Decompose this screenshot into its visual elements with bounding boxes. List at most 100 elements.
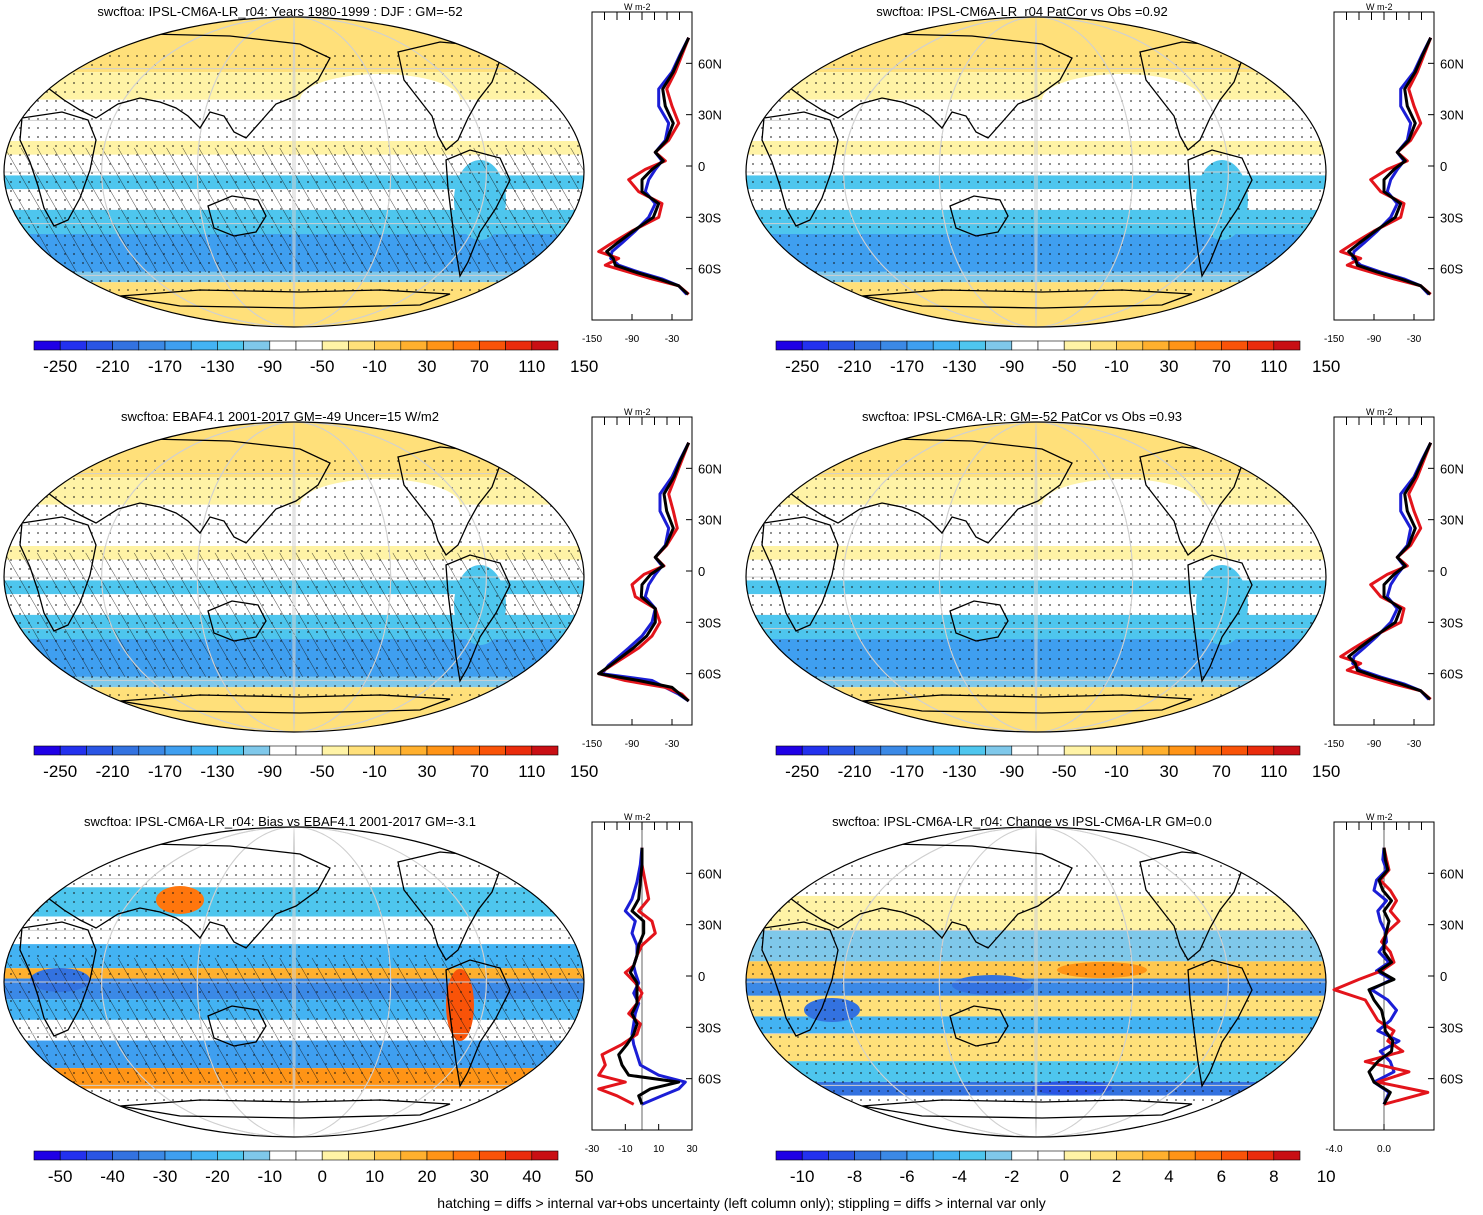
panel-model-patcor-r04: swcftoa: IPSL-CM6A-LR_r04 PatCor vs Obs … [742,0,1483,405]
zonal-x-label: -150 [1324,739,1344,750]
zonal-lat-label: 60N [1440,461,1464,476]
colorbar-tick-label: -90 [257,357,283,376]
colorbar-box [906,1150,934,1161]
colorbar-box [348,1150,375,1161]
coastline [861,1099,1193,1119]
colorbar-tick-label: 30 [417,357,437,376]
coastline [949,1005,1009,1047]
colorbar-tick-label: 70 [469,762,489,781]
panel-model-mean-r04: swcftoa: IPSL-CM6A-LR_r04: Years 1980-19… [0,0,741,405]
colorbar-box [985,340,1013,351]
colorbar-tick-label: -50 [309,357,335,376]
colorbar-box [295,745,323,756]
colorbar-box [164,340,192,351]
colorbar-tick-label: -130 [942,762,977,781]
colorbar-tick-label: -210 [95,357,130,376]
map-outline [3,421,585,733]
zonal-unit-label: W m-2 [624,2,651,12]
graticule-meridian [292,422,296,732]
colorbar-tick-label: 8 [1269,1167,1279,1186]
colorbar-box [906,340,934,351]
coastline [1187,554,1253,683]
zonal-lat-label: 60N [1440,866,1464,881]
colorbar-box [426,1150,454,1161]
colorbar-box [1142,1150,1170,1161]
colorbar-box [1090,745,1117,756]
zonal-x-label: -90 [1367,334,1382,345]
colorbar-box [854,340,882,351]
zonal-lat-label: 0 [1440,159,1447,174]
zonal-line-mean [1347,37,1433,296]
global-map [745,421,1327,756]
zonal-x-label: -30 [585,1144,600,1155]
panel-bias: swcftoa: IPSL-CM6A-LR_r04: Bias vs EBAF4… [0,810,741,1215]
colorbar-box [854,745,882,756]
coastline [761,921,839,1037]
map-field [746,17,1326,327]
colorbar-box [505,745,533,756]
hatching [4,147,584,272]
global-map [3,826,585,1161]
colorbar-box [400,340,428,351]
colorbar-tick-label: -20 [205,1167,230,1186]
coastline [761,516,839,632]
zonal-line-mean [1367,847,1396,1106]
graticule-meridian [1034,17,1038,327]
colorbar-tick-label: -170 [889,357,925,376]
map-field [746,827,1326,1137]
zonal-lat-label: 30S [1440,615,1463,630]
colorbar-tick-label: -250 [43,357,78,376]
coastline [785,843,1073,949]
map-outline [745,16,1327,328]
zonal-lat-label: 30N [1440,918,1464,933]
colorbar-box [1168,1150,1196,1161]
zonal-lat-label: 30S [1440,210,1463,225]
colorbar-tick-label: -250 [785,357,820,376]
zonal-lat-label: 30S [698,615,721,630]
colorbar-tick-label: 30 [417,762,437,781]
panel-title: swcftoa: IPSL-CM6A-LR_r04 PatCor vs Obs … [876,4,1168,19]
colorbar-box [190,1150,218,1161]
colorbar-tick-label: 6 [1216,1167,1227,1186]
global-map [745,16,1327,351]
colorbar-box [1273,1150,1301,1161]
colorbar-box [828,1150,855,1161]
graticule-meridian [1034,827,1038,1137]
colorbar-tick-label: 110 [518,357,546,376]
zonal-line-obs [1332,847,1430,1106]
colorbar-box [1142,340,1170,351]
panel-title: swcftoa: EBAF4.1 2001-2017 GM=-49 Uncer=… [121,409,439,424]
zonal-lat-label: 60S [1440,667,1463,682]
graticule-meridian [196,827,392,1137]
graticule-meridian [938,17,1134,327]
colorbar-tick-label: 10 [1316,1167,1336,1186]
colorbar-box [1221,340,1248,351]
zonal-lat-label: 30S [698,1020,721,1035]
colorbar-box [1221,745,1248,756]
zonal-lat-label: 30N [1440,108,1464,123]
colorbar-box [33,340,61,351]
colorbar-box [985,1150,1013,1161]
coastline [949,600,1009,642]
colorbar-tick-label: -90 [257,762,283,781]
colorbar-box [112,745,140,756]
colorbar-tick-label: -170 [147,357,183,376]
zonal-x-label: -90 [625,739,640,750]
global-map [3,16,585,351]
colorbar-box [348,745,375,756]
coastline [119,289,451,309]
zonal-lat-label: 60N [698,866,722,881]
colorbar-box [880,1150,908,1161]
graticule-meridian [196,17,392,327]
coastline [43,33,331,139]
colorbar-box [59,1150,87,1161]
colorbar-tick-label: 150 [570,762,599,781]
colorbar-box [479,340,506,351]
map-outline [745,421,1327,733]
zonal-x-label: -10 [618,1144,633,1155]
zonal-lat-label: 30N [1440,513,1464,528]
colorbar-tick-label: 30 [469,1167,489,1186]
zonal-x-label: -4.0 [1325,1144,1343,1155]
coastline [207,600,267,642]
coastline [949,195,1009,237]
